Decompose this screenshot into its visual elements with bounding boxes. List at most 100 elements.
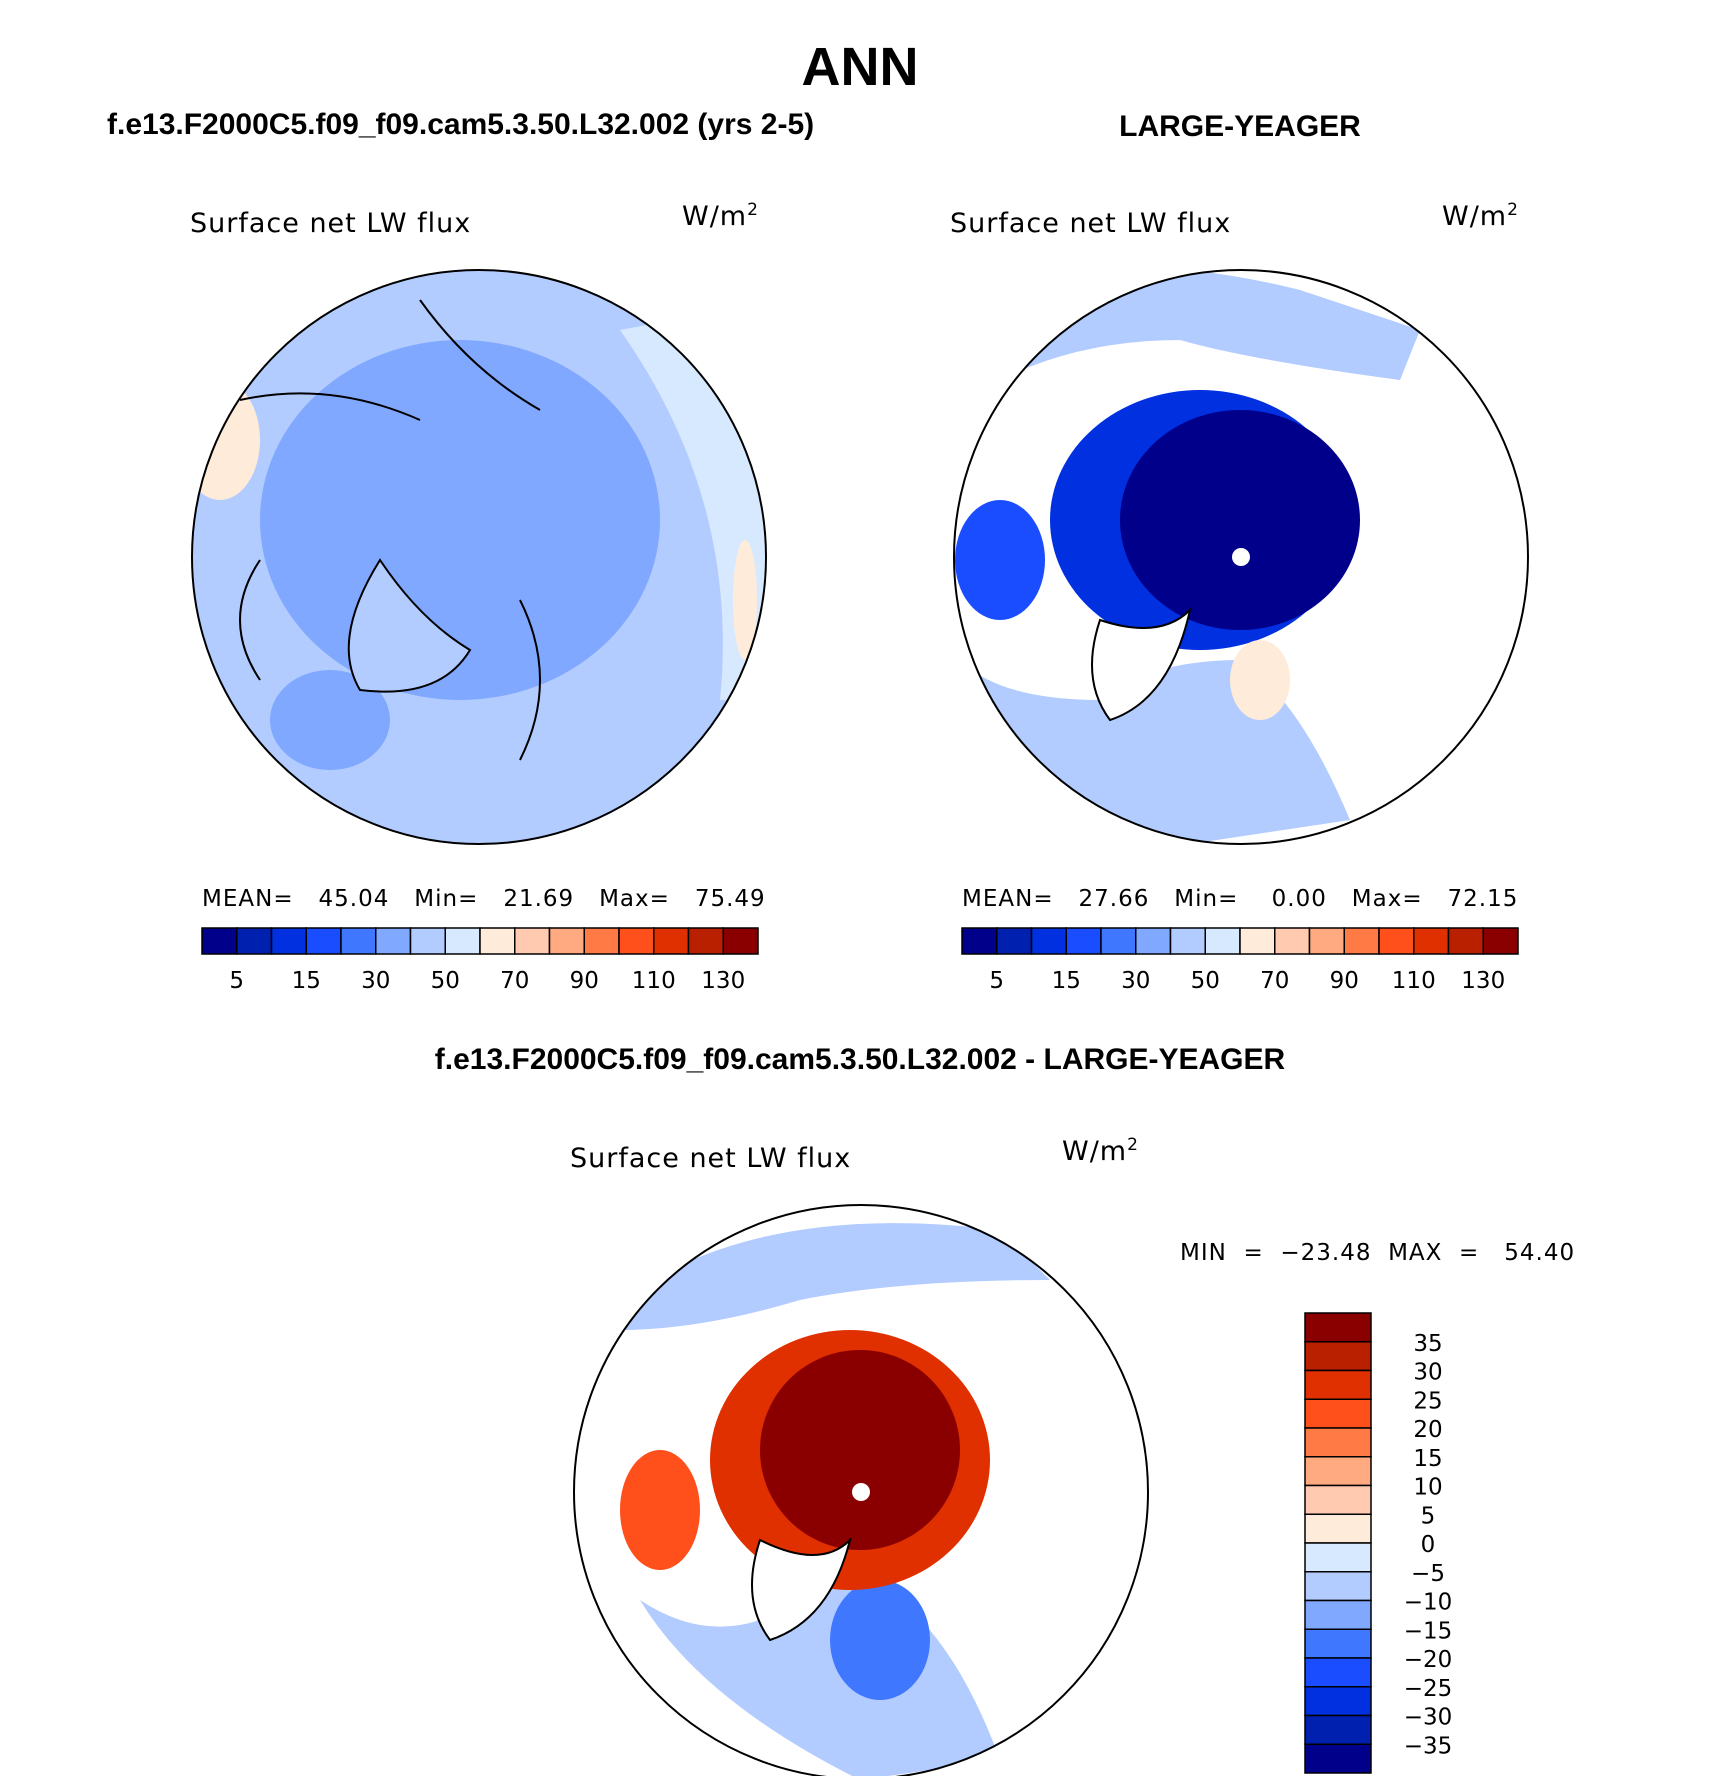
colorbar-2-tick-label: 15 bbox=[1052, 968, 1081, 994]
units-sup: 2 bbox=[1507, 200, 1519, 220]
panel-2-subtitle: LARGE-YEAGER bbox=[1119, 110, 1361, 143]
colorbar-3-swatch bbox=[1304, 1686, 1372, 1717]
colorbar-3-tick-label: −15 bbox=[1404, 1618, 1453, 1644]
colorbar-2-tick-label: 70 bbox=[1260, 968, 1289, 994]
colorbar-3-tick-label: 30 bbox=[1413, 1360, 1442, 1386]
colorbar-2-tick-label: 30 bbox=[1121, 968, 1150, 994]
colorbar-3-swatch bbox=[1304, 1657, 1372, 1688]
colorbar-1-tick-label: 5 bbox=[229, 968, 244, 994]
colorbar-1-tick-label: 130 bbox=[701, 968, 745, 994]
map-border-3 bbox=[573, 1204, 1149, 1776]
colorbar-1-swatch bbox=[514, 927, 551, 955]
colorbar-3-tick-label: −30 bbox=[1404, 1705, 1453, 1731]
map-border-2 bbox=[953, 269, 1529, 845]
colorbar-3-tick-label: 25 bbox=[1413, 1388, 1442, 1414]
colorbar-1-tick-label: 15 bbox=[292, 968, 321, 994]
colorbar-3-tick-label: 15 bbox=[1413, 1446, 1442, 1472]
colorbar-3-swatch bbox=[1304, 1369, 1372, 1400]
panel-1-stats: MEAN= 45.04 Min= 21.69 Max= 75.49 bbox=[202, 886, 766, 912]
colorbar-2-swatch bbox=[1065, 927, 1102, 955]
colorbar-1-tick-label: 50 bbox=[431, 968, 460, 994]
colorbar-3-tick-label: −20 bbox=[1404, 1647, 1453, 1673]
colorbar-3-tick-label: 35 bbox=[1413, 1331, 1442, 1357]
colorbar-2-swatch bbox=[1447, 927, 1484, 955]
colorbar-1-tick-label: 30 bbox=[361, 968, 390, 994]
map-panel-3 bbox=[574, 1205, 1148, 1776]
map-border-1 bbox=[191, 269, 767, 845]
colorbar-2-tick-label: 110 bbox=[1392, 968, 1436, 994]
colorbar-3-swatch bbox=[1304, 1571, 1372, 1602]
panel-3-stats: MIN = −23.48 MAX = 54.40 bbox=[1180, 1240, 1576, 1266]
colorbar-1-swatch bbox=[270, 927, 307, 955]
map-panel-1 bbox=[192, 270, 766, 844]
panel-1-variable-label: Surface net LW flux bbox=[190, 208, 472, 239]
colorbar-2-swatch bbox=[1274, 927, 1311, 955]
colorbar-2-swatch bbox=[1169, 927, 1206, 955]
colorbar-2-swatch bbox=[1482, 927, 1519, 955]
colorbar-1-swatch bbox=[618, 927, 655, 955]
colorbar-3-tick-label: 20 bbox=[1413, 1417, 1442, 1443]
colorbar-2-tick-label: 130 bbox=[1461, 968, 1505, 994]
units-text: W/m bbox=[682, 201, 748, 232]
colorbar-3-swatch bbox=[1304, 1456, 1372, 1487]
colorbar-3-swatch bbox=[1304, 1341, 1372, 1372]
colorbar-2-swatch bbox=[1030, 927, 1067, 955]
colorbar-2-swatch bbox=[1135, 927, 1172, 955]
colorbar-3-swatch bbox=[1304, 1599, 1372, 1630]
colorbar-3-swatch bbox=[1304, 1628, 1372, 1659]
colorbar-1-tick-label: 70 bbox=[500, 968, 529, 994]
panel-2-variable-label: Surface net LW flux bbox=[950, 208, 1232, 239]
units-text: W/m bbox=[1442, 201, 1508, 232]
colorbar-3-swatch bbox=[1304, 1427, 1372, 1458]
colorbar-2-swatch bbox=[1413, 927, 1450, 955]
colorbar-3-tick-label: −25 bbox=[1404, 1676, 1453, 1702]
colorbar-1-swatch bbox=[236, 927, 273, 955]
colorbar-1-swatch bbox=[479, 927, 516, 955]
colorbar-2-swatch bbox=[961, 927, 998, 955]
colorbar-2-swatch bbox=[1343, 927, 1380, 955]
colorbar-2-tick-label: 5 bbox=[989, 968, 1004, 994]
panel-2-stats: MEAN= 27.66 Min= 0.00 Max= 72.15 bbox=[962, 886, 1519, 912]
colorbar-2-swatch bbox=[1308, 927, 1345, 955]
colorbar-1-tick-label: 90 bbox=[570, 968, 599, 994]
colorbar-1-swatch bbox=[548, 927, 585, 955]
colorbar-3-swatch bbox=[1304, 1542, 1372, 1573]
units-sup: 2 bbox=[1127, 1135, 1139, 1155]
colorbar-3-swatch bbox=[1304, 1484, 1372, 1515]
panel-3-subtitle: f.e13.F2000C5.f09_f09.cam5.3.50.L32.002 … bbox=[434, 1043, 1286, 1076]
colorbar-1-swatch bbox=[583, 927, 620, 955]
colorbar-3-tick-label: 5 bbox=[1421, 1503, 1436, 1529]
main-title: ANN bbox=[801, 37, 919, 97]
panel-1-subtitle: f.e13.F2000C5.f09_f09.cam5.3.50.L32.002 … bbox=[107, 108, 815, 141]
colorbar-3-swatch bbox=[1304, 1398, 1372, 1429]
colorbar-3-tick-label: −5 bbox=[1411, 1561, 1445, 1587]
colorbar-1-swatch bbox=[201, 927, 238, 955]
colorbar-2-swatch bbox=[1239, 927, 1276, 955]
colorbar-1-swatch bbox=[722, 927, 759, 955]
colorbar-1-swatch bbox=[409, 927, 446, 955]
colorbar-1-swatch bbox=[375, 927, 412, 955]
colorbar-3-tick-label: −10 bbox=[1404, 1590, 1453, 1616]
map-panel-2 bbox=[954, 270, 1528, 844]
panel-1-units: W/m2 bbox=[682, 200, 759, 232]
colorbar-3-swatch bbox=[1304, 1312, 1372, 1343]
colorbar-1-swatch bbox=[340, 927, 377, 955]
colorbar-1-swatch bbox=[653, 927, 690, 955]
colorbar-1-swatch bbox=[444, 927, 481, 955]
colorbar-2-swatch bbox=[996, 927, 1033, 955]
colorbar-2-swatch bbox=[1378, 927, 1415, 955]
panel-3-variable-label: Surface net LW flux bbox=[570, 1143, 852, 1174]
colorbar-2-swatch bbox=[1100, 927, 1137, 955]
colorbar-2-swatch bbox=[1204, 927, 1241, 955]
colorbar-1-tick-label: 110 bbox=[632, 968, 676, 994]
units-sup: 2 bbox=[747, 200, 759, 220]
colorbar-3-swatch bbox=[1304, 1513, 1372, 1544]
colorbar-3-swatch bbox=[1304, 1743, 1372, 1774]
panel-2-units: W/m2 bbox=[1442, 200, 1519, 232]
colorbar-3-tick-label: 10 bbox=[1413, 1475, 1442, 1501]
colorbar-3-tick-label: 0 bbox=[1421, 1532, 1436, 1558]
colorbar-2-tick-label: 90 bbox=[1330, 968, 1359, 994]
colorbar-2-tick-label: 50 bbox=[1191, 968, 1220, 994]
colorbar-3-swatch bbox=[1304, 1714, 1372, 1745]
